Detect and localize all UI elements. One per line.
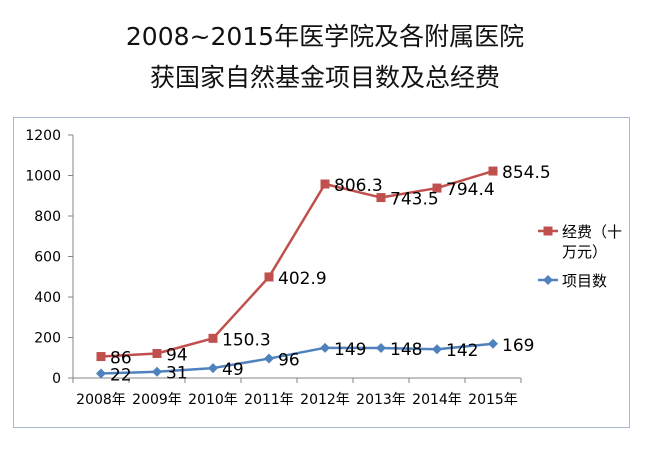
- legend-marker-diamond: [543, 275, 553, 285]
- x-tick-label: 2012年: [300, 392, 350, 408]
- legend-label: 项目数: [562, 272, 607, 290]
- y-tick-label: 1000: [25, 169, 61, 185]
- data-label: 49: [222, 360, 244, 380]
- data-point-square: [152, 348, 162, 358]
- x-tick-label: 2008年: [76, 392, 126, 408]
- series-line-1: [100, 169, 494, 358]
- data-point-square: [488, 166, 498, 176]
- y-tick-label: 0: [52, 371, 61, 387]
- data-label: 148: [390, 340, 422, 360]
- legend-label: 万元）: [562, 243, 607, 261]
- series-line-2: [100, 342, 494, 375]
- data-label: 142: [446, 341, 478, 361]
- data-label: 86: [110, 349, 132, 369]
- data-point-diamond: [376, 343, 386, 354]
- chart-title-line2: 获国家自然基金项目数及总经费: [149, 63, 500, 92]
- legend-label: 经费（十: [562, 223, 622, 241]
- data-label: 150.3: [222, 330, 271, 350]
- data-point-diamond: [320, 342, 330, 353]
- y-tick-label: 200: [34, 331, 61, 347]
- chart-title-line1: 2008~2015年医学院及各附属医院: [125, 22, 525, 51]
- data-label: 96: [278, 351, 300, 371]
- data-label: 149: [334, 340, 366, 360]
- data-point-diamond: [152, 366, 162, 377]
- data-point-square: [320, 179, 330, 189]
- data-point-square: [376, 193, 386, 203]
- chart-frame: [13, 117, 630, 428]
- y-tick-label: 600: [34, 250, 61, 266]
- data-point-square: [264, 272, 274, 282]
- x-tick-label: 2014年: [412, 392, 462, 408]
- data-point-square: [208, 333, 218, 343]
- x-tick-label: 2015年: [468, 392, 518, 408]
- data-label: 794.4: [446, 180, 495, 200]
- data-point-square: [432, 183, 442, 193]
- y-tick-label: 1200: [25, 128, 61, 144]
- data-point-square: [96, 352, 106, 362]
- data-point-diamond: [432, 344, 442, 355]
- legend-group: 经费（十万元） 项目数: [538, 223, 622, 290]
- data-point-diamond: [96, 368, 106, 379]
- y-tick-label: 400: [34, 290, 61, 306]
- x-tick-label: 2013年: [356, 392, 406, 408]
- data-label: 169: [502, 336, 534, 356]
- data-point-diamond: [488, 338, 498, 349]
- x-tick-label: 2011年: [244, 392, 294, 408]
- x-tick-label: 2010年: [188, 392, 238, 408]
- data-labels-group: 86 94 150.3 402.9 806.3 743.5 794.4 854.5 22 31 49…: [110, 163, 551, 386]
- data-label: 854.5: [502, 163, 551, 183]
- data-label: 31: [166, 364, 188, 384]
- legend-marker-square: [543, 226, 553, 236]
- x-tick-label: 2009年: [132, 392, 182, 408]
- data-label: 743.5: [390, 190, 439, 210]
- data-label: 22: [110, 366, 132, 386]
- y-tick-label: 800: [34, 209, 61, 225]
- axes-group: 0 200 400 600 800 1000 1200 2008年 2009年 2010年 2011…: [25, 128, 522, 408]
- data-point-diamond: [208, 363, 218, 374]
- series-group: [96, 166, 498, 379]
- data-point-diamond: [264, 353, 274, 364]
- data-label: 402.9: [278, 269, 327, 289]
- data-label: 94: [166, 345, 188, 365]
- data-label: 806.3: [334, 176, 383, 196]
